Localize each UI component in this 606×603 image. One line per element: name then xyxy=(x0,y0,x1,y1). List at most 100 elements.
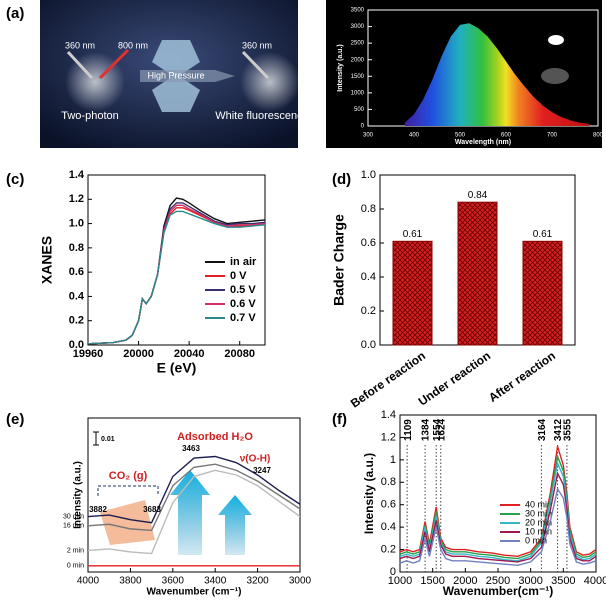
y-axis-label: Intensity (a.u.) xyxy=(362,453,376,534)
line xyxy=(87,455,301,524)
y-tick-label: 0.0 xyxy=(361,339,376,351)
plot-frame xyxy=(87,174,266,346)
panel-label: (b) xyxy=(332,3,351,20)
y-tick-label: 0.8 xyxy=(69,242,84,254)
y-tick-label: 0.8 xyxy=(361,203,376,215)
legend-label: 0.5 V xyxy=(230,284,256,296)
x-tick-label: After reaction xyxy=(486,349,558,405)
x-axis-label: Wavenumber (cm⁻¹) xyxy=(147,587,242,598)
y-tick-label: 1.4 xyxy=(381,409,396,421)
x-tick-label: 2000 xyxy=(453,575,477,587)
x-tick-label: 500 xyxy=(455,133,466,139)
y-tick-label: 0.2 xyxy=(69,315,84,327)
peak-label: 3412 xyxy=(553,418,564,441)
annotation: 3882 xyxy=(89,505,107,514)
x-tick-label: 3600 xyxy=(162,576,185,587)
y-tick-label: 1500 xyxy=(351,74,365,80)
line xyxy=(87,469,301,555)
series-label: 2 min xyxy=(67,547,84,554)
scale-bar xyxy=(93,431,99,446)
co2-band xyxy=(100,500,155,545)
panel-label: (c) xyxy=(6,171,24,188)
value-label: 0.84 xyxy=(468,190,488,201)
y-axis-label: XANES xyxy=(39,236,55,284)
peak-label: 1624 xyxy=(436,418,447,441)
line xyxy=(399,487,597,566)
x-tick-label: 800 xyxy=(593,133,604,139)
y-axis-label: Intensity (a.u.) xyxy=(337,44,344,91)
y-tick-label: 0.8 xyxy=(381,476,396,488)
y-axis-label: Intensity (a.u.) xyxy=(73,461,84,529)
beam xyxy=(98,48,130,80)
x-tick-label: Under reaction xyxy=(416,349,493,409)
diamond xyxy=(152,74,200,112)
annotation: Two-photon xyxy=(61,110,118,122)
legend-label: 10 min xyxy=(525,526,552,536)
y-tick-label: 1.0 xyxy=(361,169,376,181)
beam xyxy=(241,50,270,80)
series-label: 30 min xyxy=(63,513,84,520)
panel-label: (f) xyxy=(332,411,347,428)
x-tick-label: 3000 xyxy=(518,575,542,587)
peak-label: 1384 xyxy=(421,418,432,441)
x-tick-label: 20080 xyxy=(224,348,255,360)
y-tick-label: 0 xyxy=(361,124,365,130)
x-tick-label: 3000 xyxy=(289,576,312,587)
x-tick-label: 1500 xyxy=(420,575,444,587)
spacer xyxy=(100,485,155,486)
y-tick-label: 0 xyxy=(390,566,396,578)
legend-label: 0.6 V xyxy=(230,298,256,310)
annotation: 360 nm xyxy=(242,40,272,50)
y-tick-label: 0.6 xyxy=(361,237,376,249)
legend-label: 0 V xyxy=(230,270,247,282)
panel-label: (a) xyxy=(6,5,24,22)
arrow xyxy=(140,70,235,82)
line xyxy=(87,210,266,345)
x-tick-label: Before reaction xyxy=(348,349,428,411)
y-tick-label: 1.4 xyxy=(69,169,85,181)
bar xyxy=(457,201,498,346)
y-tick-label: 0.2 xyxy=(361,305,376,317)
x-tick-label: 2500 xyxy=(486,575,510,587)
y-tick-label: 0.4 xyxy=(381,521,396,533)
line xyxy=(87,463,301,532)
peak-label: 1109 xyxy=(403,419,414,441)
y-tick-label: 0.6 xyxy=(69,266,84,278)
annotation: 3247 xyxy=(253,466,271,475)
y-tick-label: 1000 xyxy=(351,90,365,96)
x-tick-label: 300 xyxy=(363,133,374,139)
peak-label: 3164 xyxy=(537,418,548,441)
series-label: 16 min xyxy=(63,523,84,530)
x-tick-label: 3500 xyxy=(551,575,575,587)
x-tick-label: 600 xyxy=(501,133,512,139)
series-label: 0 min xyxy=(67,563,84,570)
panel-a: (a) 360 nm 800 nm High Pressure 360 nm T… xyxy=(6,0,309,148)
x-tick-label: 19960 xyxy=(73,348,104,360)
peak-label: 1554 xyxy=(432,418,443,441)
x-tick-label: 3800 xyxy=(119,576,142,587)
y-axis-label: Bader Charge xyxy=(331,214,347,306)
value-label: 0.61 xyxy=(403,229,423,240)
plot-frame xyxy=(87,417,301,573)
diamond xyxy=(152,40,200,78)
inset-photo xyxy=(548,35,564,45)
x-tick-label: 700 xyxy=(547,133,558,139)
beam xyxy=(66,50,94,80)
y-tick-label: 0.4 xyxy=(69,290,85,302)
arrow xyxy=(170,470,210,555)
annotation: Adsorbed H₂O xyxy=(177,431,253,443)
y-tick-label: 0.6 xyxy=(381,499,396,511)
panel-label: (e) xyxy=(6,411,24,428)
y-tick-label: 500 xyxy=(354,107,365,113)
spectrum-area xyxy=(404,23,589,127)
annotation: ν(O-H) xyxy=(240,454,271,465)
glow xyxy=(240,52,300,112)
annotation: 3463 xyxy=(182,444,200,453)
x-axis-label: E (eV) xyxy=(157,360,197,376)
legend-label: 0 min xyxy=(525,535,547,545)
annotation: 0.01 xyxy=(101,436,115,443)
annotation: White fluorescence xyxy=(215,110,309,122)
x-tick-label: 3200 xyxy=(246,576,269,587)
legend-label: 30 min xyxy=(525,508,552,518)
